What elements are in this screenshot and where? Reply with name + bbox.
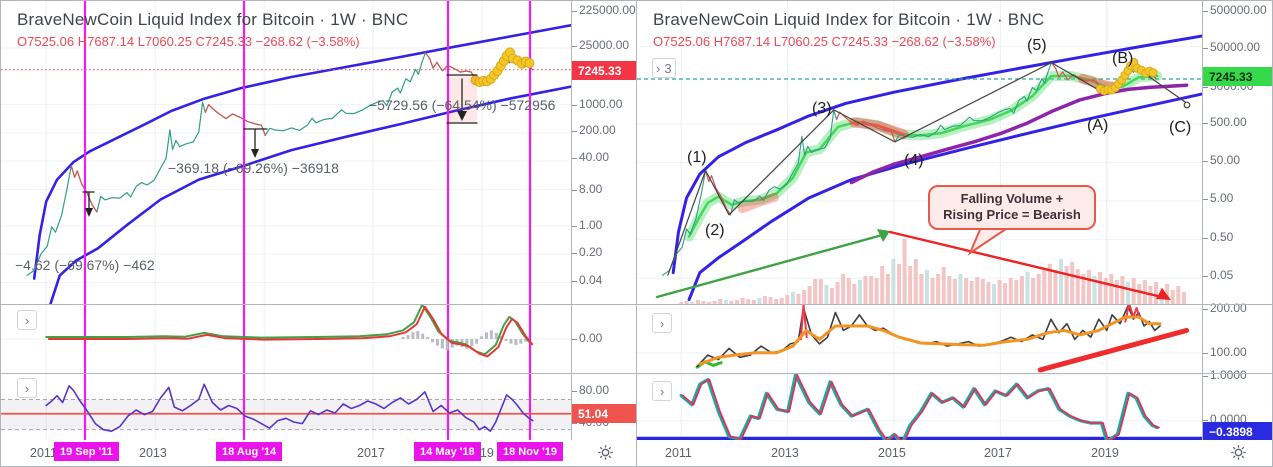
indicator-count: 3 [664,60,672,76]
chart-title: BraveNewCoin Liquid Index for Bitcoin · … [653,10,1045,29]
price-axis-label: 1000.00 [571,97,623,111]
event-date-badge: 19 Sep '11 [54,442,119,461]
event-date-badge: 18 Aug '14 [216,442,283,461]
time-axis-label: 2013 [771,446,799,460]
settings-gear-icon[interactable] [597,444,614,466]
price-axis-label: 40.00 [571,150,610,164]
event-date-badge: 14 May '18 [414,442,481,461]
price-axis-label: 225000.00 [572,3,636,17]
pane-divider[interactable] [1,373,636,374]
price-axis-label: 0.20 [571,245,603,259]
price-axis-label: 500000.00 [1203,3,1267,17]
price-badge: 7245.33 [572,61,636,80]
elliott-wave-label: (5) [1027,37,1047,54]
ohlc-readout: O7525.06 H7687.14 L7060.25 C7245.33 −268… [17,34,360,49]
time-axis-label: 2017 [984,446,1012,460]
drawing-annotation: −4.62 (−69.67%) −462 [15,257,155,273]
indicator-pane-rsi[interactable] [1,373,572,441]
chevron-right-icon: › [656,60,661,76]
ohlc-readout: O7525.06 H7687.14 L7060.25 C7245.33 −268… [653,34,996,49]
event-date-badge: 18 Nov '19 [497,442,563,461]
price-axis-label: 100.00 [1203,345,1247,359]
price-axis-label: 25000.00 [571,38,630,52]
price-badge: 7245.33 [1203,67,1272,86]
price-axis-label: 50.00 [1202,153,1241,167]
chevron-right-icon: › [24,380,30,396]
indicator-pane-volume-osc[interactable] [637,304,1202,373]
elliott-wave-label: (B) [1112,50,1134,67]
price-axis-label: 50000.00 [1202,40,1261,54]
elliott-wave-label: (3) [812,100,832,117]
callout-line-2: Rising Price = Bearish [943,207,1081,223]
price-axis-label: 5.00 [1202,191,1234,205]
drawing-annotation: −369.18 (−69.26%) −36918 [168,160,339,176]
price-axis-label: 0.04 [571,273,603,287]
collapse-indicators-button[interactable]: › 3 [652,58,676,78]
indicator-pane-macd[interactable] [1,304,572,373]
bearish-divergence-callout[interactable]: Falling Volume + Rising Price = Bearish [928,185,1096,230]
indicator-pane-correlation[interactable] [637,373,1202,441]
pane-divider[interactable] [637,304,1272,305]
chart-plot-left: BraveNewCoin Liquid Index for Bitcoin · … [1,1,572,441]
collapse-indicator-button[interactable]: › [17,378,37,398]
price-axis-label: 200.00 [572,123,616,137]
chart-plot-right: BraveNewCoin Liquid Index for Bitcoin · … [637,1,1202,441]
collapse-indicator-button[interactable]: › [652,313,672,333]
time-axis-label: 2011 [665,446,692,460]
pane-divider[interactable] [1,304,636,305]
chevron-right-icon: › [659,383,665,399]
time-axis-label: 2017 [357,446,385,460]
price-axis-label: 500.00 [1203,115,1247,129]
drawing-annotation: −5729.56 (−64.54%) −572956 [369,97,556,113]
chevron-right-icon: › [659,315,665,331]
price-axis-label: 1.00 [571,218,603,232]
price-axis-label: 0.05 [1202,268,1234,282]
pane-divider[interactable] [637,373,1272,374]
chevron-right-icon: › [24,312,30,328]
price-scale-left-chart[interactable]: 225000.0025000.005000.001000.00200.0040.… [571,1,636,441]
elliott-wave-label: (1) [687,149,707,166]
collapse-indicator-button[interactable]: › [17,310,37,330]
elliott-wave-label: (A) [1087,117,1109,134]
time-scale-right-chart[interactable]: 2011 2013 2015 2017 2019 [637,440,1272,466]
price-axis-label: 8.00 [571,182,603,196]
callout-line-1: Falling Volume + [960,191,1064,206]
price-axis-label: 1.0000 [1203,368,1247,382]
chart-panel-right: BraveNewCoin Liquid Index for Bitcoin · … [636,0,1273,467]
price-axis-label: 80.00 [571,383,610,397]
elliott-wave-label: (C) [1169,119,1192,136]
price-pane[interactable] [637,1,1202,304]
price-scale-right-chart[interactable]: 500000.00 50000.00 5000.00 500.00 50.00 5.00 0… [1202,1,1272,441]
time-axis-label: 2013 [139,446,167,460]
settings-gear-icon[interactable] [1230,444,1247,466]
collapse-indicator-button[interactable]: › [652,381,672,401]
chart-title: BraveNewCoin Liquid Index for Bitcoin · … [17,10,409,29]
price-axis-label: 0.50 [1202,230,1234,244]
chart-panel-left: BraveNewCoin Liquid Index for Bitcoin · … [0,0,637,467]
price-pane[interactable] [1,1,572,304]
price-badge: 51.04 [572,404,636,423]
price-axis-label: 0.00 [571,331,603,345]
time-axis-label: 2011 [30,446,57,460]
time-axis-label: 2019 [1091,446,1119,460]
elliott-wave-label: (2) [705,222,725,239]
time-axis-label: 2015 [878,446,906,460]
price-badge: −0.3898 [1203,422,1272,441]
elliott-wave-label: (4) [904,152,924,169]
